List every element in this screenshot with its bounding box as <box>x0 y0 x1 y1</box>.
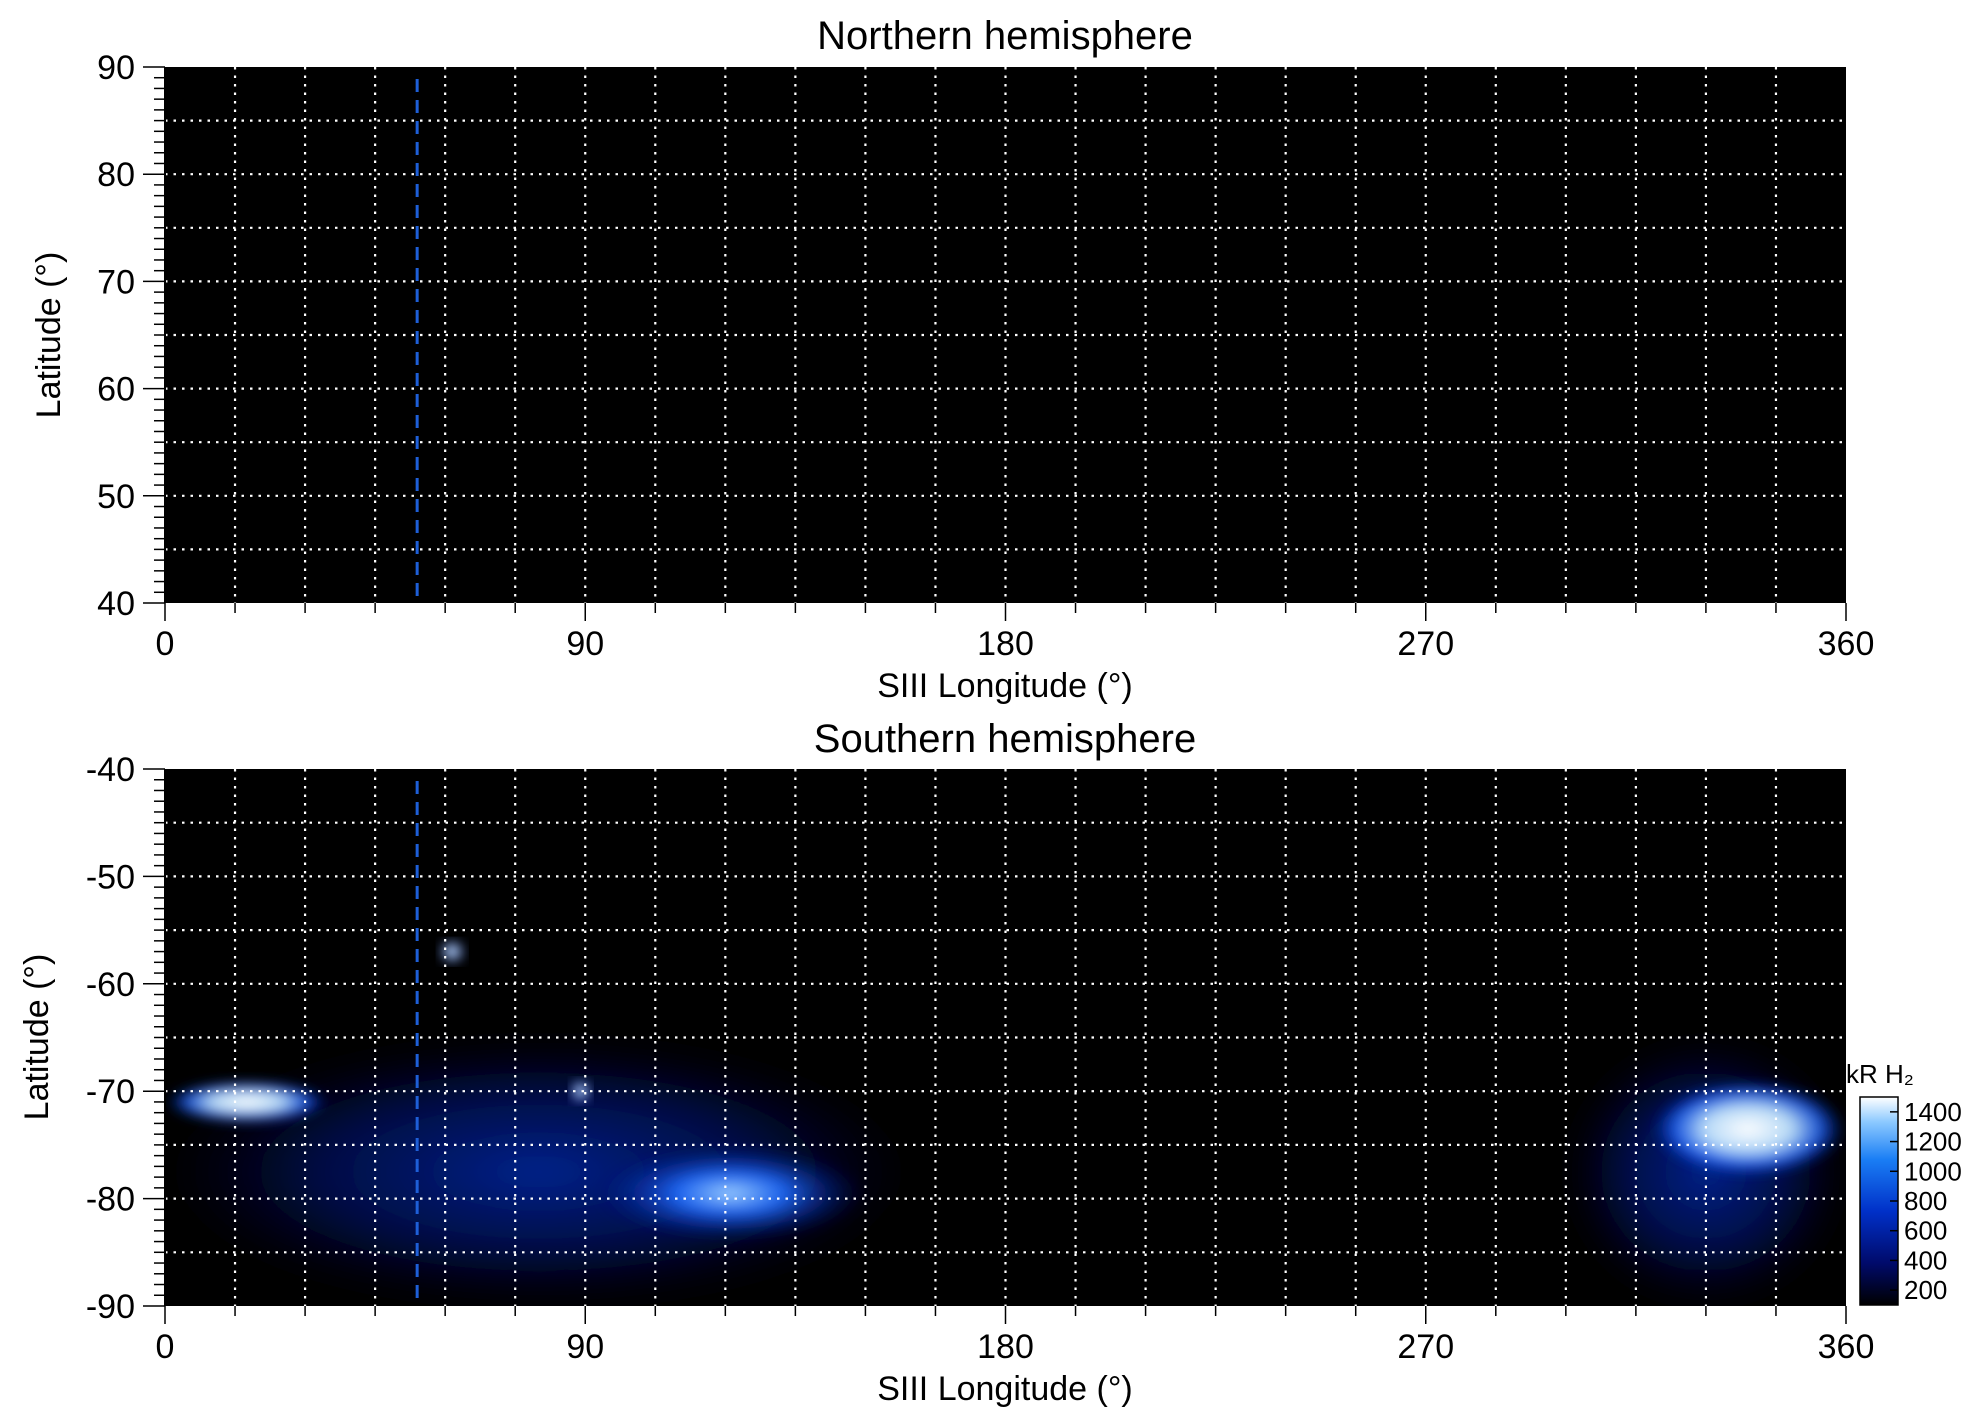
southern-y-tick-labels: -40 -50 -60 -70 -80 -90 <box>86 751 135 1326</box>
southern-x-tick-label: 180 <box>977 1328 1034 1366</box>
northern-y-axis-label: Latitude (°) <box>30 252 68 419</box>
southern-x-tick-label: 270 <box>1397 1328 1454 1366</box>
northern-title: Northern hemisphere <box>817 14 1193 58</box>
northern-axes <box>143 66 1847 621</box>
southern-emission-region-6 <box>1649 1080 1846 1178</box>
northern-x-tick-label: 270 <box>1397 625 1454 663</box>
southern-emission-region-2 <box>594 1144 866 1242</box>
colorbar-tick-label: 200 <box>1904 1275 1947 1305</box>
northern-y-tick-label: 60 <box>97 371 135 409</box>
colorbar-tick-label: 1000 <box>1904 1156 1962 1186</box>
colorbar-label: kR H₂ <box>1846 1059 1914 1089</box>
southern-title: Southern hemisphere <box>814 717 1196 761</box>
colorbar-tick-label: 800 <box>1904 1186 1947 1216</box>
northern-y-tick-label: 40 <box>97 585 135 623</box>
southern-x-tick-label: 360 <box>1818 1328 1875 1366</box>
northern-y-tick-labels: 40 50 60 70 80 90 <box>97 49 135 623</box>
southern-emission-region-4 <box>440 940 464 963</box>
southern-x-tick-label: 0 <box>156 1328 175 1366</box>
southern-y-axis-label: Latitude (°) <box>18 954 56 1121</box>
northern-x-tick-label: 0 <box>156 625 175 663</box>
colorbar-tick-label: 400 <box>1904 1245 1947 1275</box>
northern-x-axis-label: SIII Longitude (°) <box>877 667 1133 705</box>
southern-x-axis-label: SIII Longitude (°) <box>877 1370 1133 1408</box>
northern-y-tick-label: 50 <box>97 478 135 516</box>
northern-panel: Northern hemisphere 0 90 180 270 360 40 50 60 7… <box>30 14 1874 705</box>
southern-x-tick-labels: 0 90 180 270 360 <box>156 1328 1875 1366</box>
southern-y-tick-label: -70 <box>86 1073 135 1111</box>
southern-y-tick-label: -40 <box>86 751 135 789</box>
southern-emission-region-1 <box>165 1080 329 1124</box>
colorbar-tick-label: 600 <box>1904 1216 1947 1246</box>
northern-y-tick-label: 70 <box>97 263 135 301</box>
southern-axes <box>143 768 1847 1324</box>
southern-y-tick-label: -60 <box>86 966 135 1004</box>
colorbar-tick-label: 1400 <box>1904 1097 1962 1127</box>
northern-y-tick-label: 90 <box>97 49 135 87</box>
southern-panel: Southern hemisphere 0 90 180 270 360 -40-50-… <box>18 717 1874 1408</box>
colorbar-tick-label: 1200 <box>1904 1127 1962 1157</box>
northern-x-tick-label: 180 <box>977 625 1034 663</box>
southern-x-tick-label: 90 <box>566 1328 604 1366</box>
northern-x-tick-label: 360 <box>1818 625 1875 663</box>
southern-y-tick-label: -80 <box>86 1181 135 1219</box>
northern-x-tick-label: 90 <box>566 625 604 663</box>
southern-y-tick-label: -50 <box>86 858 135 896</box>
northern-plot-area <box>165 67 1846 603</box>
southern-y-tick-label: -90 <box>86 1288 135 1326</box>
northern-x-tick-labels: 0 90 180 270 360 <box>156 625 1875 663</box>
northern-y-tick-label: 80 <box>97 156 135 194</box>
